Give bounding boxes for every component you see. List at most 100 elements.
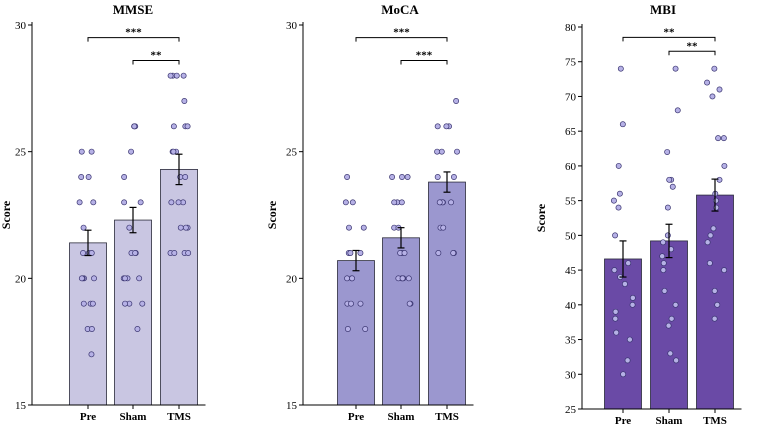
data-point	[715, 135, 722, 142]
chart-title: MBI	[650, 2, 676, 17]
x-tick-label-tms: TMS	[703, 415, 727, 425]
y-tick-label: 25	[565, 404, 577, 416]
data-point	[399, 174, 405, 180]
chart-title: MoCA	[381, 2, 419, 17]
significance-label: **	[664, 26, 676, 38]
y-tick-label: 60	[565, 161, 577, 173]
data-point	[711, 65, 718, 72]
data-point	[357, 300, 364, 307]
data-point	[664, 149, 671, 155]
data-point	[389, 174, 396, 180]
y-tick-label: 25	[286, 147, 298, 159]
data-point	[624, 357, 631, 364]
data-point	[435, 250, 442, 256]
data-point	[80, 224, 87, 231]
significance-label: ***	[416, 49, 433, 61]
data-point	[357, 250, 364, 256]
y-tick-label: 30	[565, 369, 577, 381]
y-tick-label: 30	[15, 20, 27, 32]
data-point	[704, 239, 711, 246]
data-point	[714, 301, 721, 308]
data-point	[619, 121, 626, 128]
data-point	[122, 300, 128, 307]
bar-tms	[428, 181, 466, 406]
data-point	[612, 232, 619, 239]
data-point	[674, 107, 681, 114]
data-point	[137, 199, 144, 206]
data-point	[391, 199, 398, 206]
y-axis-label: Score	[265, 200, 279, 229]
significance-bracket	[87, 37, 180, 42]
data-point	[450, 250, 457, 256]
data-point	[128, 148, 135, 155]
data-point	[660, 267, 667, 274]
data-point	[89, 300, 96, 307]
data-point	[136, 275, 143, 282]
y-tick-label: 50	[565, 230, 577, 242]
bar-pre	[337, 260, 375, 406]
data-point	[404, 174, 411, 180]
data-point	[673, 357, 680, 364]
data-point	[661, 287, 668, 294]
significance-bracket	[132, 59, 180, 65]
data-point	[344, 275, 351, 282]
data-point	[620, 371, 627, 378]
data-point	[434, 148, 441, 155]
data-point	[716, 86, 723, 93]
data-point	[434, 123, 441, 130]
y-tick-label: 30	[286, 20, 298, 32]
y-axis-label: Score	[0, 200, 13, 229]
data-point	[398, 199, 405, 206]
y-tick-label: 70	[565, 91, 577, 103]
data-point	[173, 72, 180, 79]
data-point	[434, 174, 441, 180]
data-point	[721, 267, 728, 274]
data-point	[167, 72, 174, 79]
data-point	[88, 351, 95, 358]
data-point	[629, 301, 636, 308]
data-point	[621, 281, 628, 287]
data-point	[612, 308, 619, 315]
data-point	[611, 267, 618, 274]
data-point	[660, 260, 667, 267]
data-point	[90, 199, 97, 206]
data-point	[666, 176, 673, 183]
data-point	[181, 98, 188, 104]
data-point	[615, 204, 622, 211]
data-point	[344, 174, 351, 180]
data-point	[625, 260, 632, 267]
data-point	[85, 174, 92, 180]
data-point	[716, 176, 723, 183]
bar-sham	[382, 237, 420, 406]
data-point	[610, 197, 617, 204]
y-tick-label: 65	[565, 126, 577, 138]
significance-bracket	[622, 36, 716, 42]
x-tick-label-tms: TMS	[435, 411, 459, 423]
data-point	[616, 190, 623, 197]
data-point	[720, 135, 727, 142]
data-point	[399, 275, 406, 282]
data-point	[709, 93, 716, 100]
data-point	[660, 239, 667, 246]
data-point	[121, 174, 128, 180]
data-point	[177, 224, 184, 231]
data-point	[362, 326, 369, 332]
chart-panel-moca: MoCA Score 15 20 25 30 Pre Sham TMS *** ***	[265, 2, 474, 423]
x-tick-label-tms: TMS	[167, 411, 191, 423]
data-point	[346, 224, 352, 231]
y-tick-label: 20	[286, 273, 298, 285]
data-point	[664, 232, 671, 239]
significance-bracket	[400, 59, 448, 65]
data-point	[76, 199, 83, 206]
x-tick-label-sham: Sham	[656, 415, 683, 425]
data-point	[453, 98, 460, 104]
data-point	[615, 162, 622, 169]
x-tick-label-sham: Sham	[120, 411, 147, 423]
bar-sham	[114, 219, 152, 406]
data-point	[706, 260, 713, 267]
data-point	[182, 224, 189, 231]
data-point	[168, 199, 175, 206]
data-point	[667, 350, 674, 357]
data-point	[360, 224, 367, 231]
data-point	[613, 329, 620, 336]
